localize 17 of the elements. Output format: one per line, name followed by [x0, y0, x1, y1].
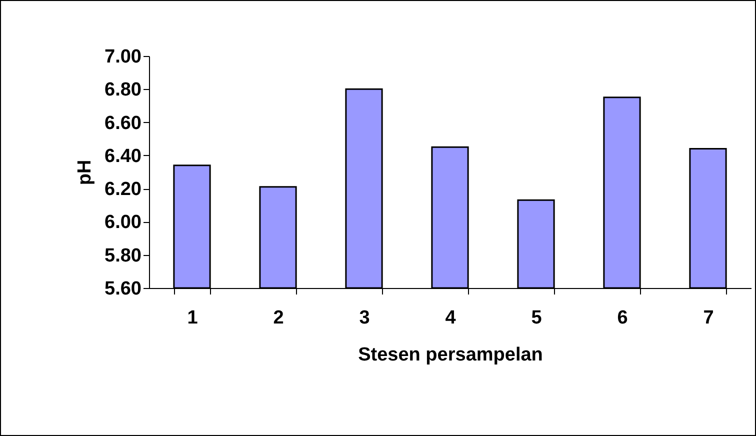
y-tick-label: 5.80 — [104, 245, 142, 266]
y-tick-label: 5.60 — [104, 278, 142, 300]
y-tick-label: 6.00 — [104, 212, 142, 234]
x-tick-label: 7 — [703, 308, 714, 328]
x-tick-label: 5 — [531, 308, 542, 328]
x-tick-label: 3 — [359, 308, 370, 328]
x-tick-label: 1 — [187, 308, 198, 328]
x-tick-label: 2 — [273, 308, 284, 328]
x-axis-title: Stesen persampelan — [358, 344, 543, 366]
y-tick-label: 6.40 — [104, 146, 142, 167]
y-tick-label: 7.00 — [104, 46, 142, 68]
x-tick-label: 4 — [445, 308, 456, 328]
y-tick-label: 6.60 — [104, 112, 142, 134]
y-tick-label: 6.80 — [104, 80, 142, 101]
y-axis-title: pH — [74, 160, 96, 186]
x-tick-label: 6 — [617, 308, 628, 328]
y-tick-label: 6.20 — [104, 179, 142, 200]
